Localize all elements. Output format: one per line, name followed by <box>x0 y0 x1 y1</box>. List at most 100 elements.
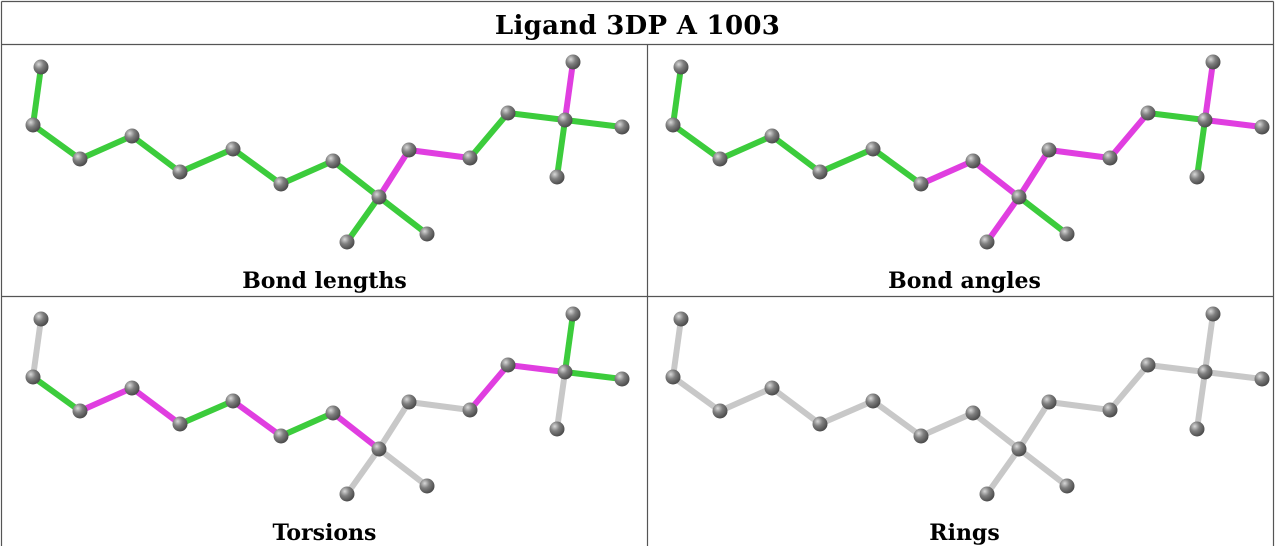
bond-magenta <box>1202 117 1265 130</box>
atom <box>1140 105 1156 121</box>
bond-grey <box>717 385 775 414</box>
atom <box>614 371 630 387</box>
bond-magenta <box>230 398 284 439</box>
bond-grey <box>1046 399 1113 413</box>
atom <box>913 176 929 192</box>
bond-green <box>177 398 236 427</box>
atom <box>25 117 41 133</box>
atom <box>401 142 417 158</box>
bond-magenta <box>376 147 412 200</box>
bond-grey <box>1194 369 1208 432</box>
bond-grey <box>817 398 876 427</box>
atom <box>1205 306 1221 322</box>
atom <box>339 234 355 250</box>
atom <box>462 150 478 166</box>
atom <box>1059 226 1075 242</box>
panel-caption: Torsions <box>272 520 377 546</box>
atom <box>1189 421 1205 437</box>
atom <box>712 151 728 167</box>
bond-grey <box>376 399 412 452</box>
bond-green <box>278 410 336 439</box>
molecule-view <box>25 54 630 250</box>
atom <box>865 393 881 409</box>
bond-magenta <box>77 385 135 414</box>
bond-grey <box>344 446 382 497</box>
bond-grey <box>1016 446 1070 489</box>
bond-green <box>376 194 430 237</box>
molecule-view <box>665 54 1270 250</box>
bond-green <box>278 158 336 187</box>
atom <box>1059 478 1075 494</box>
bond-magenta <box>330 410 382 452</box>
atom <box>1140 357 1156 373</box>
bond-magenta <box>129 385 183 427</box>
atom <box>401 394 417 410</box>
atom <box>1011 441 1027 457</box>
bond-green <box>670 122 723 162</box>
bond-grey <box>769 385 823 427</box>
atom <box>273 176 289 192</box>
atom <box>557 364 573 380</box>
panel-rings: Rings <box>648 298 1275 546</box>
bond-magenta <box>467 362 511 413</box>
bond-green <box>30 374 83 414</box>
molecule-view <box>25 306 630 502</box>
atom <box>1197 112 1213 128</box>
atom <box>124 128 140 144</box>
ligand-title: Ligand 3DP A 1003 <box>494 11 781 41</box>
bond-grey <box>670 374 723 414</box>
bond-magenta <box>1107 110 1151 161</box>
bond-magenta <box>1016 147 1052 200</box>
panel-bond-angles: Bond angles <box>648 46 1275 294</box>
atom <box>72 403 88 419</box>
panel-torsions: Torsions <box>8 298 641 546</box>
atom <box>371 441 387 457</box>
bond-green <box>717 133 775 162</box>
bond-green <box>670 64 684 128</box>
bond-green <box>344 194 382 245</box>
bond-green <box>554 117 568 180</box>
atom <box>1041 142 1057 158</box>
atom <box>764 380 780 396</box>
bond-green <box>330 158 382 200</box>
bond-grey <box>30 316 44 380</box>
atom <box>549 421 565 437</box>
atom <box>1254 371 1270 387</box>
atom <box>500 105 516 121</box>
bond-grey <box>406 399 473 413</box>
bond-magenta <box>505 362 568 375</box>
bond-magenta <box>1046 147 1113 161</box>
atom <box>1205 54 1221 70</box>
molecule-view <box>665 306 1270 502</box>
bond-magenta <box>970 158 1022 200</box>
atom <box>339 486 355 502</box>
bond-green <box>769 133 823 175</box>
bond-magenta <box>1202 59 1216 123</box>
atom <box>965 405 981 421</box>
atom <box>764 128 780 144</box>
bond-grey <box>1202 311 1216 375</box>
bond-grey <box>1202 369 1265 382</box>
atom <box>325 153 341 169</box>
atom <box>1189 169 1205 185</box>
atom <box>812 416 828 432</box>
atom <box>665 117 681 133</box>
atom <box>225 141 241 157</box>
atom <box>1254 119 1270 135</box>
bond-grey <box>870 398 924 439</box>
panel-bond-lengths: Bond lengths <box>8 46 641 294</box>
bond-green <box>77 133 135 162</box>
bond-green <box>1016 194 1070 237</box>
bond-magenta <box>984 194 1022 245</box>
bond-green <box>562 369 625 382</box>
bond-green <box>30 64 44 128</box>
bond-grey <box>1016 399 1052 452</box>
bond-green <box>562 117 625 130</box>
atom <box>1197 364 1213 380</box>
bond-green <box>467 110 511 161</box>
bond-green <box>230 146 284 187</box>
bond-grey <box>670 316 684 380</box>
atom <box>1102 150 1118 166</box>
bond-green <box>129 133 183 175</box>
atom <box>225 393 241 409</box>
